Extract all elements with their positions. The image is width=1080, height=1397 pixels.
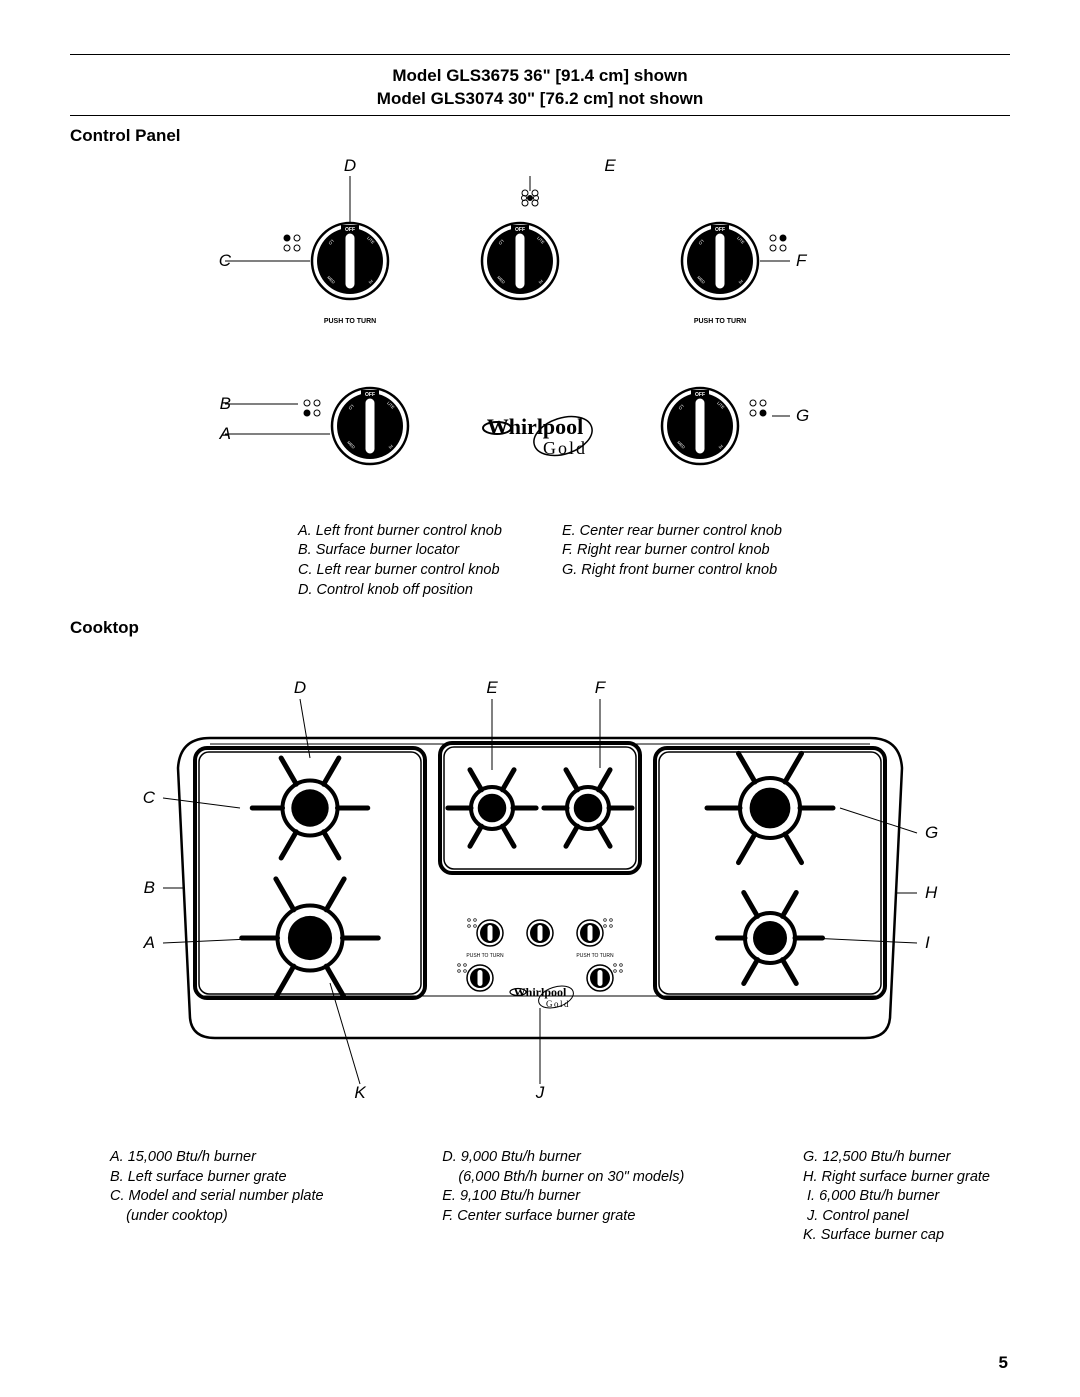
control-panel-figure: OFFLITEHIMEDLOOFFLITEHIMEDLOOFFLITEHIMED… (70, 146, 1010, 516)
legend-col-left: A. Left front burner control knob B. Sur… (298, 522, 502, 600)
svg-text:Whirlpool: Whirlpool (487, 414, 584, 439)
svg-text:K: K (354, 1083, 366, 1102)
cooktop-figure: PUSH TO TURN PUSH TO TURN WhirlpoolGold C B A… (70, 638, 1010, 1138)
svg-text:B: B (144, 878, 155, 897)
svg-text:D: D (294, 678, 306, 697)
model-line-1: Model GLS3675 36" [91.4 cm] shown (70, 65, 1010, 88)
svg-text:C: C (143, 788, 156, 807)
svg-text:E: E (486, 678, 498, 697)
legend-col-1: A. 15,000 Btu/h burner B. Left surface b… (110, 1148, 324, 1246)
svg-text:Gold: Gold (543, 438, 587, 458)
svg-text:PUSH TO TURN: PUSH TO TURN (324, 318, 376, 325)
svg-text:D: D (344, 156, 356, 175)
legend-col-2: D. 9,000 Btu/h burner (6,000 Bth/h burne… (442, 1148, 684, 1246)
svg-text:I: I (925, 933, 930, 952)
svg-text:A: A (143, 933, 155, 952)
svg-text:OFF: OFF (695, 392, 705, 398)
model-line-2: Model GLS3074 30" [76.2 cm] not shown (70, 88, 1010, 111)
control-panel-legend: A. Left front burner control knob B. Sur… (70, 522, 1010, 600)
model-title-block: Model GLS3675 36" [91.4 cm] shown Model … (70, 65, 1010, 111)
page-number: 5 (999, 1353, 1008, 1373)
svg-text:B: B (220, 394, 231, 413)
svg-text:OFF: OFF (515, 227, 525, 233)
legend-col-3: G. 12,500 Btu/h burner H. Right surface … (803, 1148, 990, 1246)
page: Model GLS3675 36" [91.4 cm] shown Model … (0, 0, 1080, 1397)
svg-text:PUSH TO TURN: PUSH TO TURN (694, 318, 746, 325)
cooktop-svg: PUSH TO TURN PUSH TO TURN WhirlpoolGold C B A… (100, 638, 980, 1138)
legend-col-right: E. Center rear burner control knob F. Ri… (562, 522, 782, 600)
svg-text:OFF: OFF (715, 227, 725, 233)
svg-text:F: F (595, 678, 607, 697)
svg-text:C: C (219, 251, 232, 270)
svg-text:F: F (796, 251, 808, 270)
svg-text:Whirlpool: Whirlpool (514, 985, 567, 999)
svg-text:G: G (925, 823, 938, 842)
svg-text:A: A (219, 424, 231, 443)
cooktop-legend: A. 15,000 Btu/h burner B. Left surface b… (70, 1148, 1010, 1246)
svg-text:E: E (604, 156, 616, 175)
svg-text:OFF: OFF (345, 227, 355, 233)
top-rule (70, 54, 1010, 55)
control-panel-svg: OFFLITEHIMEDLOOFFLITEHIMEDLOOFFLITEHIMED… (190, 146, 890, 516)
svg-text:H: H (925, 883, 938, 902)
svg-text:G: G (796, 406, 809, 425)
bottom-rule (70, 115, 1010, 116)
svg-text:PUSH TO TURN: PUSH TO TURN (466, 953, 504, 959)
svg-text:Gold: Gold (546, 999, 570, 1009)
control-panel-heading: Control Panel (70, 126, 1010, 146)
svg-text:J: J (535, 1083, 545, 1102)
svg-text:PUSH TO TURN: PUSH TO TURN (576, 953, 614, 959)
cooktop-heading: Cooktop (70, 618, 1010, 638)
svg-text:OFF: OFF (365, 392, 375, 398)
